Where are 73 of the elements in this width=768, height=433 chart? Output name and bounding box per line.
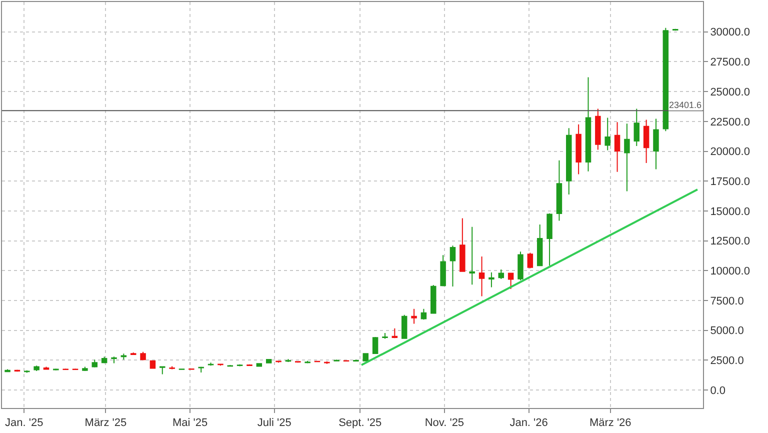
candlestick	[460, 218, 466, 272]
candlestick	[198, 366, 204, 374]
y-tick-label: 2500.0	[710, 355, 744, 368]
candlestick	[653, 118, 659, 170]
candlestick	[595, 108, 601, 150]
y-tick-label: 12500.0	[710, 236, 750, 248]
candlestick	[566, 128, 572, 195]
candlestick	[401, 314, 408, 340]
candlestick	[643, 119, 650, 164]
y-tick-label: 27500.0	[710, 56, 750, 69]
x-tick-label: Nov. '25	[424, 417, 464, 430]
x-tick-label: Jan. '26	[510, 417, 548, 430]
candlestick	[469, 226, 475, 286]
y-tick-label: 30000.0	[710, 26, 750, 39]
candlestick	[634, 108, 640, 147]
candlestick	[140, 351, 146, 361]
candlestick	[430, 284, 436, 314]
candlestick	[120, 353, 127, 360]
y-tick-label: 22500.0	[710, 116, 750, 128]
candlestick	[420, 308, 427, 320]
y-tick-label: 10000.0	[710, 266, 750, 278]
x-tick-label: März '26	[589, 417, 632, 430]
candlestick	[34, 365, 40, 372]
candlestick	[546, 212, 552, 266]
candlestick	[576, 124, 582, 175]
candlestick	[382, 332, 388, 340]
x-tick-label: Mai '25	[172, 417, 208, 430]
candlestick	[92, 359, 98, 368]
y-tick-label: 25000.0	[710, 86, 750, 98]
y-tick-label: 7500.0	[710, 295, 744, 308]
candlestick	[266, 358, 272, 364]
y-tick-label: 15000.0	[710, 206, 750, 218]
x-tick-label: Sept. '25	[338, 417, 382, 430]
candlestick	[276, 360, 282, 364]
candlestick	[208, 362, 214, 366]
candlestick	[392, 328, 398, 339]
candlestick	[169, 366, 175, 370]
candlestick	[24, 370, 30, 374]
candlestick	[111, 356, 117, 364]
candlestick	[624, 123, 630, 192]
candlestick	[101, 356, 108, 364]
candlestick	[411, 308, 417, 324]
candlestick	[585, 76, 592, 172]
y-tick-label: 17500.0	[710, 176, 750, 188]
candlestick	[82, 366, 88, 372]
x-tick-label: März '25	[84, 417, 127, 430]
candlestick	[488, 272, 494, 288]
y-tick-label: 5000.0	[710, 325, 744, 338]
candlestick	[556, 160, 562, 222]
y-tick-label: 0.0	[710, 384, 726, 397]
x-tick-label: Jan. '25	[5, 417, 44, 430]
candlestick	[450, 245, 456, 288]
candlestick	[527, 252, 534, 269]
x-tick-label: Juli '25	[257, 417, 292, 430]
candlestick	[440, 254, 446, 287]
candlestick	[334, 359, 340, 362]
candlestick	[536, 224, 543, 266]
candlestick	[662, 27, 669, 132]
candlestick	[130, 352, 136, 356]
candlestick	[160, 366, 166, 375]
candlestick	[53, 368, 59, 371]
candlestick	[498, 268, 504, 280]
candlestick	[478, 256, 485, 297]
candlestick	[604, 117, 610, 151]
candlestick	[508, 272, 514, 290]
candlestick	[518, 251, 524, 281]
candlestick	[614, 122, 620, 172]
candlestick	[372, 336, 378, 354]
ref-line-label: 23401.6	[669, 100, 702, 110]
y-tick-label: 20000.0	[710, 146, 750, 158]
candlestick	[362, 352, 369, 362]
candlestick	[353, 359, 359, 362]
candlestick	[295, 360, 301, 364]
